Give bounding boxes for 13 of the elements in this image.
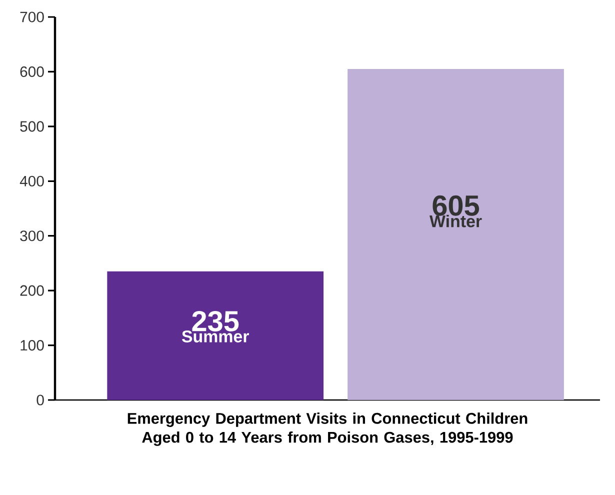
y-tick-label: 700: [20, 12, 44, 22]
x-axis-title: Emergency Department Visits in Connecticut Children Aged 0 to 14 Years from Poison Gases, 1995-1999: [128, 412, 528, 446]
x-tick-label: Winter: [430, 214, 482, 228]
y-tick-label: 200: [20, 285, 44, 296]
y-tick-label: 600: [20, 66, 44, 77]
y-tick-label: 300: [20, 230, 44, 242]
data-label: 235: [192, 310, 239, 332]
x-tick-label: Summer: [182, 330, 249, 342]
y-tick-label: 0: [36, 394, 44, 406]
y-tick-label: 400: [20, 176, 44, 186]
data-label: 605: [432, 195, 480, 216]
y-tick-label: 100: [20, 340, 44, 351]
y-tick-label: 500: [20, 121, 44, 132]
